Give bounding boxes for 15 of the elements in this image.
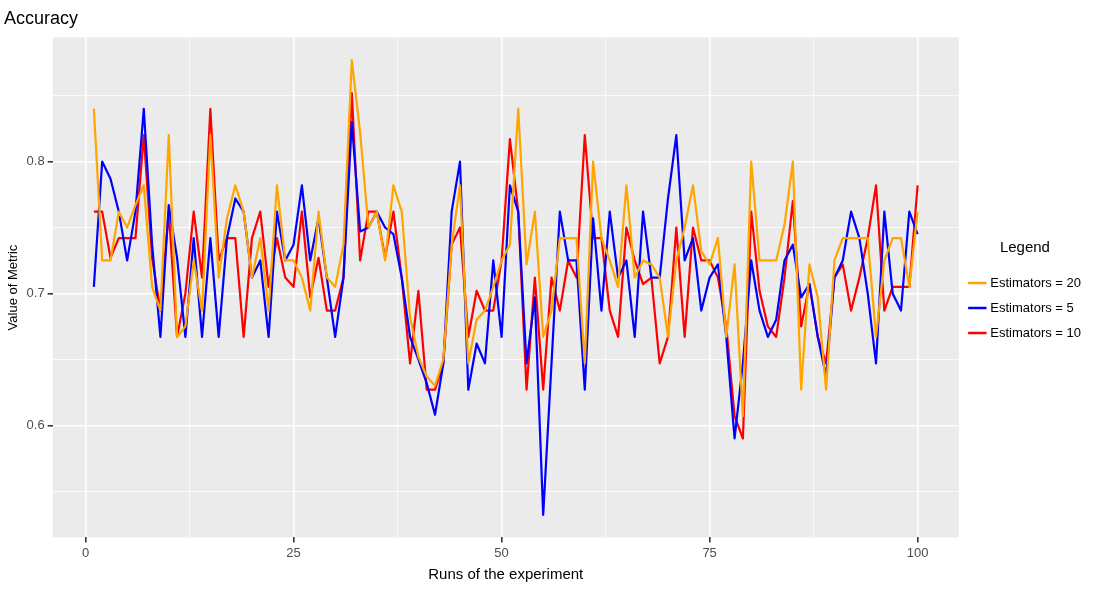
- x-tick-label: 0: [81, 544, 90, 560]
- legend-label: Estimators = 10: [990, 324, 1082, 340]
- legend-title: Legend: [999, 238, 1050, 256]
- y-tick-label: 0.8: [26, 153, 45, 169]
- y-axis-title: Value of Metric: [5, 244, 21, 331]
- x-tick-label: 100: [906, 544, 929, 560]
- x-tick-label: 25: [286, 544, 301, 560]
- legend-label: Estimators = 20: [990, 274, 1082, 290]
- x-tick-label: 75: [702, 544, 717, 560]
- legend-label: Estimators = 5: [990, 299, 1074, 315]
- x-axis-title: Runs of the experiment: [428, 565, 585, 583]
- x-tick-label: 50: [494, 544, 509, 560]
- y-tick-label: 0.6: [26, 416, 45, 432]
- y-tick-label: 0.7: [26, 285, 45, 301]
- chart-title: Accuracy: [4, 7, 79, 28]
